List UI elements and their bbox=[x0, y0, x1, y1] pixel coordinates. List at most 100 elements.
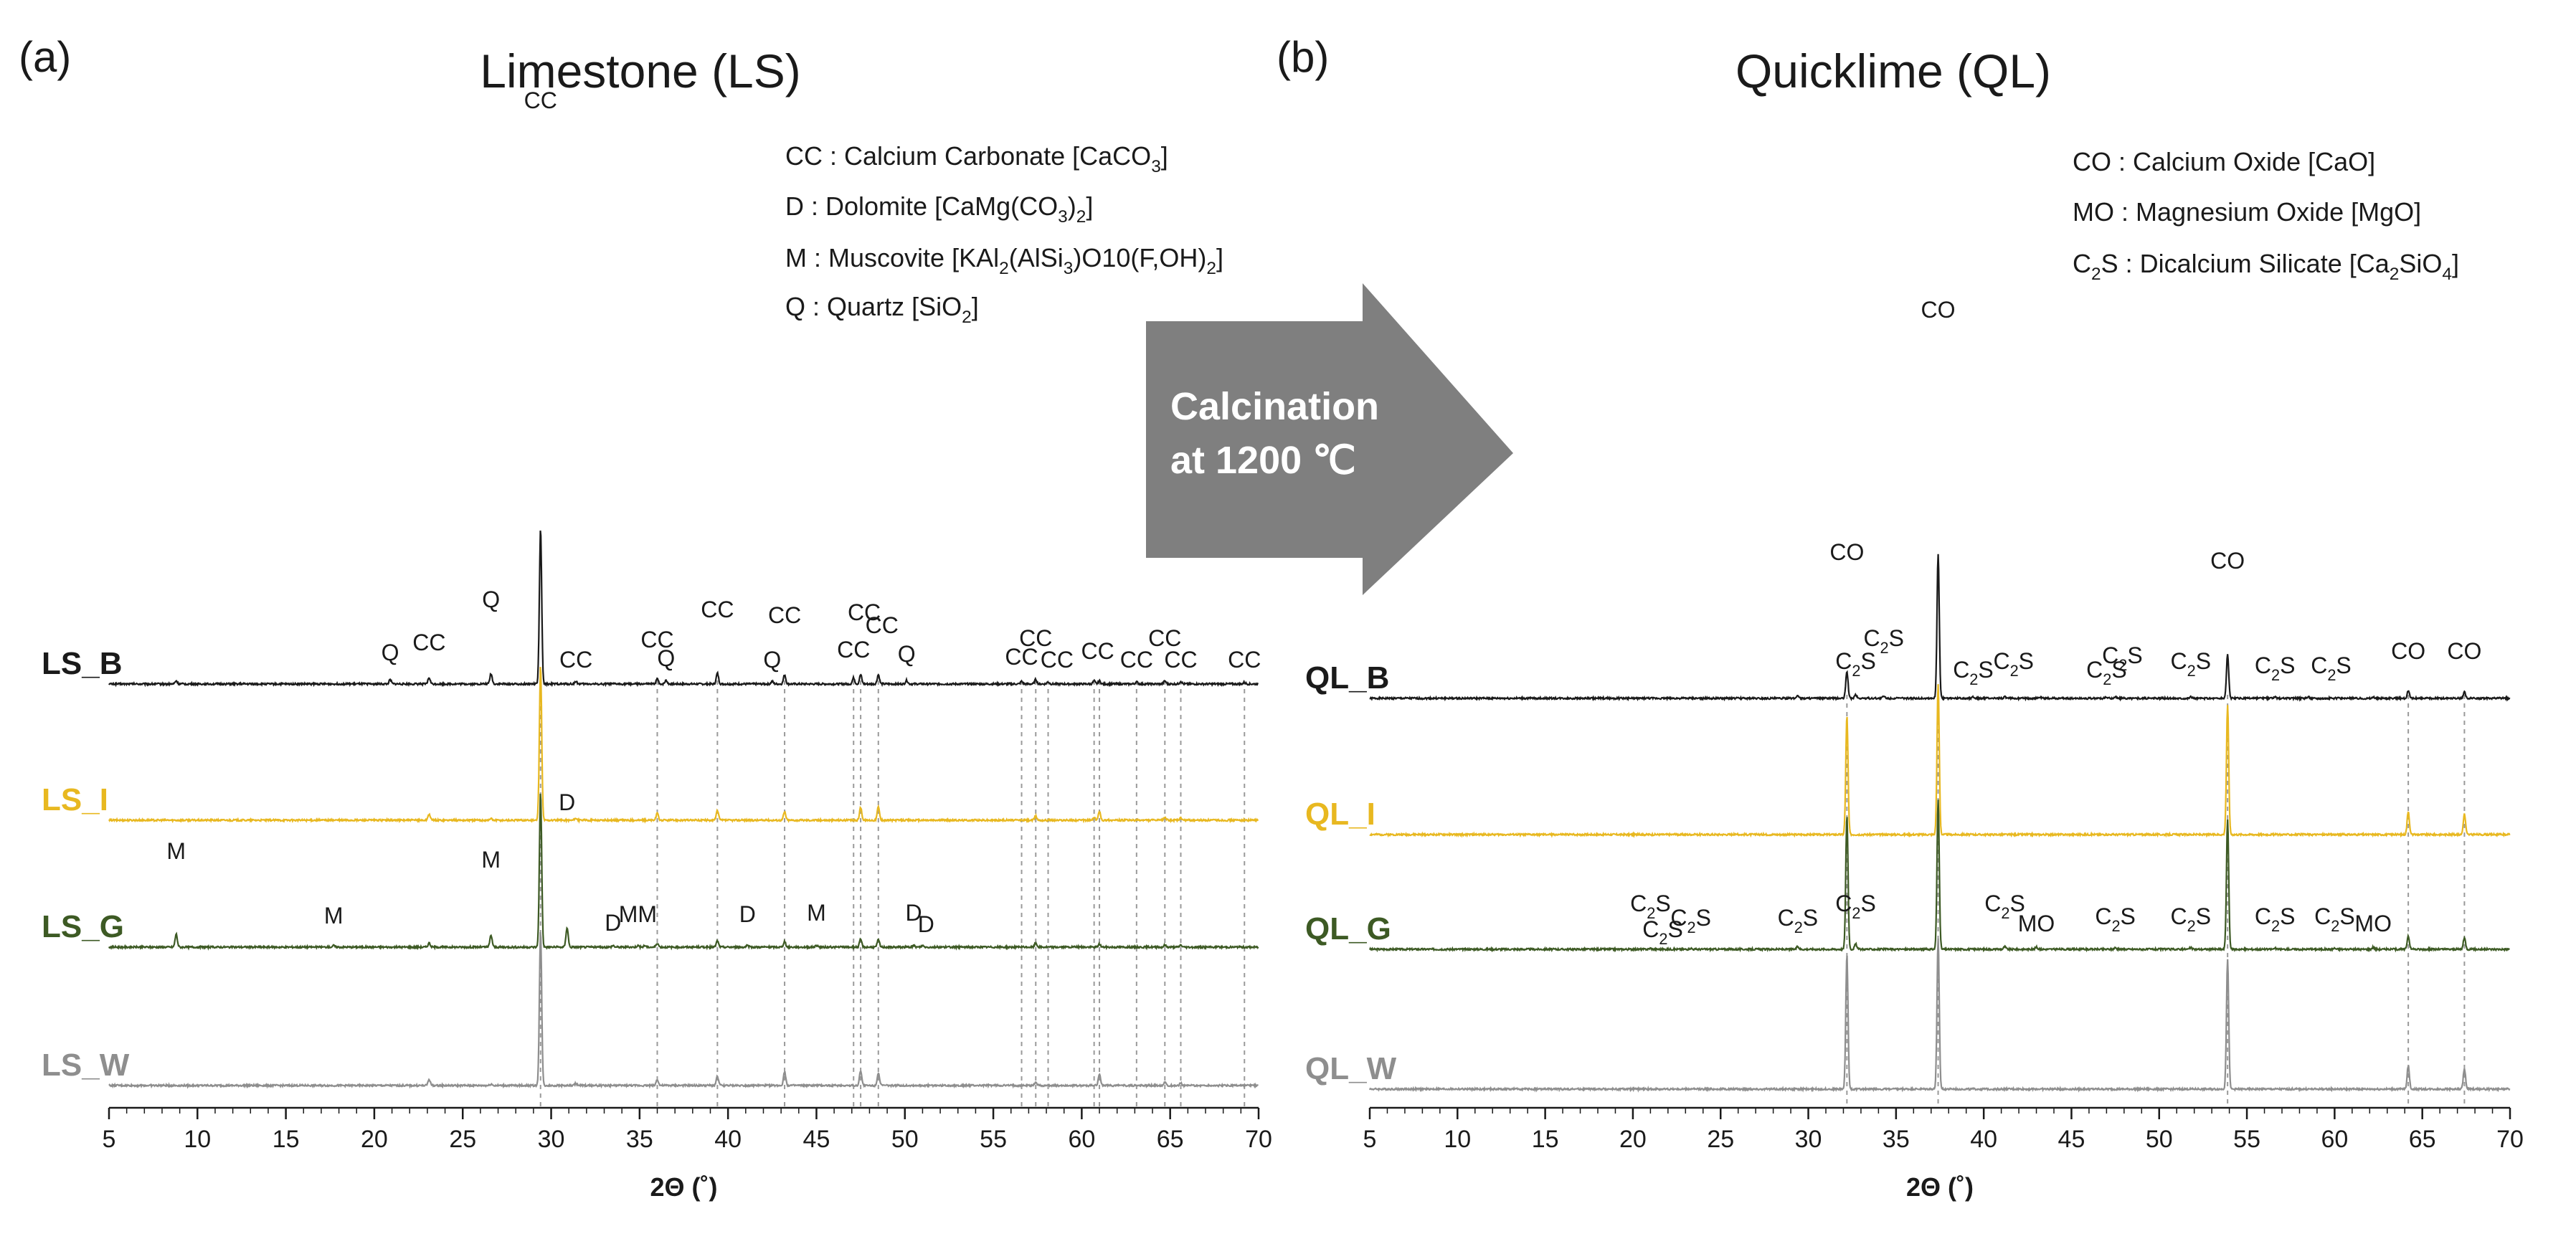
legend-entry: CC : Calcium Carbonate [CaCO3] bbox=[785, 141, 1168, 176]
x-tick-label: 10 bbox=[184, 1126, 211, 1153]
peak-label: C2S bbox=[1630, 891, 1671, 922]
legend-entry: Q : Quartz [SiO2] bbox=[785, 292, 979, 327]
x-tick-label: 60 bbox=[2321, 1126, 2348, 1153]
series-label-ls-i: LS_I bbox=[42, 782, 108, 817]
legend-entry: M : Muscovite [KAl2(AlSi3)O10(F,OH)2] bbox=[785, 243, 1223, 278]
legend-entry: C2S : Dicalcium Silicate [Ca2SiO4] bbox=[2073, 249, 2459, 284]
peak-label: MM bbox=[619, 901, 657, 927]
x-tick-label: 70 bbox=[1245, 1126, 1272, 1153]
x-tick-label: 15 bbox=[1532, 1126, 1559, 1153]
peak-label: CC bbox=[412, 630, 445, 655]
peak-label: CC bbox=[866, 612, 899, 638]
x-tick-label: 40 bbox=[1970, 1126, 1997, 1153]
peak-label: M bbox=[481, 847, 501, 873]
x-tick-label: 55 bbox=[980, 1126, 1007, 1153]
peak-label: D bbox=[906, 900, 922, 926]
x-tick-label: 40 bbox=[714, 1126, 742, 1153]
peak-label: M bbox=[166, 838, 186, 864]
x-tick-label: 50 bbox=[2146, 1126, 2173, 1153]
peak-label: M bbox=[807, 900, 826, 926]
peak-label: C2S bbox=[2102, 642, 2143, 674]
series-trace-ql-w bbox=[1368, 938, 2511, 1093]
x-tick-label: 45 bbox=[2058, 1126, 2085, 1153]
series-label-ql-g: QL_G bbox=[1305, 911, 1391, 946]
x-tick-label: 30 bbox=[1795, 1126, 1822, 1153]
x-tick-label: 20 bbox=[361, 1126, 388, 1153]
peak-label: CC bbox=[1081, 638, 1114, 664]
legend-entry: MO : Magnesium Oxide [MgO] bbox=[2073, 197, 2421, 227]
series-label-ql-w: QL_W bbox=[1305, 1051, 1397, 1086]
x-tick-label: 35 bbox=[1883, 1126, 1910, 1153]
series-label-ls-b: LS_B bbox=[42, 646, 122, 681]
series-label-ql-i: QL_I bbox=[1305, 797, 1375, 832]
peak-label: C2S bbox=[1835, 648, 1876, 680]
legend-entry: D : Dolomite [CaMg(CO3)2] bbox=[785, 191, 1093, 227]
peak-label: CC bbox=[640, 627, 673, 652]
series-trace-ql-g bbox=[1368, 799, 2510, 953]
peak-label: D bbox=[559, 789, 575, 815]
peak-label: C2S bbox=[2314, 903, 2355, 935]
arrow-text-line2: at 1200 ℃ bbox=[1170, 439, 1356, 482]
peak-label: CO bbox=[2447, 638, 2481, 664]
peak-label: CC bbox=[1005, 644, 1038, 670]
peak-label: CC bbox=[1120, 647, 1153, 673]
series-label-ql-b: QL_B bbox=[1305, 660, 1389, 696]
x-tick-label: 35 bbox=[626, 1126, 653, 1153]
series-trace-ls-g bbox=[108, 794, 1259, 951]
panel-b-title: Quicklime (QL) bbox=[1736, 44, 2051, 98]
peak-label: C2S bbox=[2095, 903, 2136, 935]
peak-label: CC bbox=[837, 637, 870, 663]
peak-label: C2S bbox=[1778, 905, 1819, 936]
x-tick-label: 20 bbox=[1619, 1126, 1647, 1153]
x-tick-label: 45 bbox=[803, 1126, 830, 1153]
x-axis-label: 2Θ (˚) bbox=[1906, 1172, 1974, 1202]
x-tick-label: 50 bbox=[891, 1126, 919, 1153]
panel-a-label: (a) bbox=[19, 33, 71, 81]
peak-label: C2S bbox=[1835, 891, 1876, 922]
peak-label: D bbox=[918, 911, 934, 937]
x-tick-label: 25 bbox=[1707, 1126, 1734, 1153]
peak-label: C2S bbox=[2311, 652, 2352, 684]
peak-label: CC bbox=[524, 87, 557, 113]
series-label-ls-g: LS_G bbox=[42, 909, 124, 944]
x-tick-label: 10 bbox=[1444, 1126, 1471, 1153]
x-tick-label: 15 bbox=[273, 1126, 300, 1153]
series-label-ls-w: LS_W bbox=[42, 1048, 130, 1083]
peak-label: C2S bbox=[1863, 625, 1904, 657]
arrow-text-line1: Calcination bbox=[1170, 385, 1379, 428]
panel-b-label: (b) bbox=[1277, 33, 1329, 81]
calcination-arrow-icon bbox=[1146, 283, 1513, 595]
peak-label: C2S bbox=[2255, 903, 2296, 935]
peak-label: CC bbox=[1041, 647, 1074, 673]
x-tick-label: 55 bbox=[2233, 1126, 2260, 1153]
peak-label: CC bbox=[848, 599, 881, 625]
peak-label: MO bbox=[2018, 911, 2055, 936]
series-trace-ls-w bbox=[108, 931, 1259, 1089]
x-tick-label: 5 bbox=[103, 1126, 116, 1153]
peak-label: CC bbox=[1019, 625, 1052, 651]
x-tick-label: 65 bbox=[2409, 1126, 2436, 1153]
x-tick-label: 25 bbox=[449, 1126, 476, 1153]
peak-label: CO bbox=[1829, 539, 1864, 565]
peak-label: CC bbox=[768, 602, 801, 628]
peak-label: C2S bbox=[2255, 652, 2296, 684]
peak-label: CC bbox=[1164, 647, 1197, 673]
peak-label: C2S bbox=[1642, 916, 1683, 948]
peak-label: Q bbox=[382, 640, 399, 665]
peak-label: C2S bbox=[2171, 903, 2212, 935]
peak-label: Q bbox=[898, 641, 916, 667]
peak-label: C2S bbox=[2086, 657, 2127, 688]
panel-a-title: Limestone (LS) bbox=[480, 44, 801, 98]
peak-label: C2S bbox=[1984, 891, 2025, 922]
peak-label: D bbox=[739, 901, 756, 927]
peak-label: M bbox=[324, 903, 344, 929]
peak-label: Q bbox=[482, 587, 500, 612]
peak-label: CO bbox=[1921, 297, 1956, 323]
peak-label: C2S bbox=[2171, 648, 2212, 680]
series-trace-ql-i bbox=[1369, 684, 2511, 838]
x-tick-label: 65 bbox=[1157, 1126, 1184, 1153]
peak-label: CC bbox=[701, 597, 734, 622]
